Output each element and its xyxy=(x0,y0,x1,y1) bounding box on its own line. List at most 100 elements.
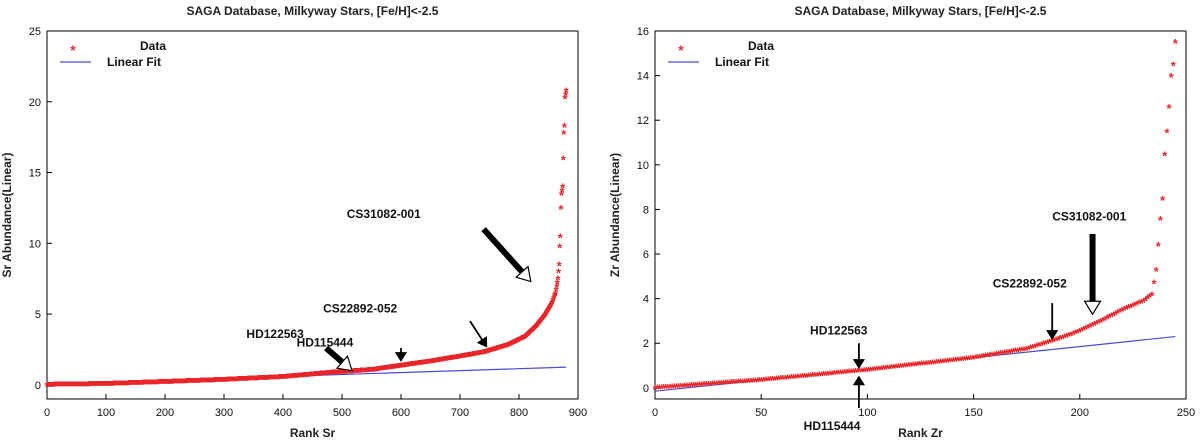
data-point: * xyxy=(921,358,927,373)
data-point: * xyxy=(189,375,195,390)
data-point: * xyxy=(56,379,62,394)
data-point: * xyxy=(483,346,489,361)
data-point: * xyxy=(564,84,570,99)
data-point: * xyxy=(322,367,328,382)
data-point: * xyxy=(562,92,568,107)
data-point: * xyxy=(770,373,776,388)
y-tick-label: 20 xyxy=(29,97,41,109)
data-point: * xyxy=(391,361,397,376)
data-point: * xyxy=(62,379,68,394)
data-point: * xyxy=(365,364,371,379)
data-point: * xyxy=(1088,320,1094,335)
data-point: * xyxy=(287,370,293,385)
data-point: * xyxy=(538,315,544,330)
data-point: * xyxy=(391,361,397,376)
data-point: * xyxy=(321,367,327,382)
data-point: * xyxy=(131,377,137,392)
data-point: * xyxy=(321,367,327,382)
data-point: * xyxy=(72,378,78,393)
data-point: * xyxy=(408,358,414,373)
data-point: * xyxy=(348,365,354,380)
data-point: * xyxy=(1058,332,1064,347)
data-point: * xyxy=(242,373,248,388)
data-point: * xyxy=(277,371,283,386)
annotation-arrow-head xyxy=(1046,330,1059,340)
data-point: * xyxy=(460,350,466,365)
data-point: * xyxy=(205,375,211,390)
data-point: * xyxy=(346,366,352,381)
data-point: * xyxy=(121,377,127,392)
data-point: * xyxy=(132,377,138,392)
data-point: * xyxy=(962,353,968,368)
data-point: * xyxy=(244,373,250,388)
data-point: * xyxy=(115,378,121,393)
annotation-arrow-head xyxy=(476,336,488,348)
data-point: * xyxy=(160,376,166,391)
data-point: * xyxy=(344,366,350,381)
data-point: * xyxy=(170,376,176,391)
data-point: * xyxy=(114,378,120,393)
data-point: * xyxy=(934,356,940,371)
data-point: * xyxy=(535,319,541,334)
data-point: * xyxy=(444,353,450,368)
data-point: * xyxy=(128,377,134,392)
data-point: * xyxy=(169,376,175,391)
data-point: * xyxy=(90,378,96,393)
data-point: * xyxy=(1169,70,1175,85)
data-point: * xyxy=(118,378,124,393)
data-point: * xyxy=(853,365,859,380)
data-point: * xyxy=(255,372,261,387)
data-point: * xyxy=(384,362,390,377)
data-point: * xyxy=(245,373,251,388)
data-point: * xyxy=(353,365,359,380)
data-point: * xyxy=(298,369,304,384)
data-point: * xyxy=(460,350,466,365)
data-point: * xyxy=(105,378,111,393)
data-point: * xyxy=(440,353,446,368)
data-point: * xyxy=(780,372,786,387)
data-point: * xyxy=(124,377,130,392)
data-point: * xyxy=(149,376,155,391)
data-point: * xyxy=(411,358,417,373)
data-point: * xyxy=(418,357,424,372)
data-point: * xyxy=(161,376,167,391)
data-point: * xyxy=(111,378,117,393)
data-point: * xyxy=(447,352,453,367)
data-point: * xyxy=(340,366,346,381)
data-point: * xyxy=(1160,193,1166,208)
data-point: * xyxy=(456,351,462,366)
data-point: * xyxy=(859,365,865,380)
data-point: * xyxy=(346,366,352,381)
data-point: * xyxy=(114,378,120,393)
x-tick-label: 250 xyxy=(1177,407,1195,419)
data-point: * xyxy=(56,379,62,394)
data-point: * xyxy=(545,304,551,319)
legend-marker-data: * xyxy=(678,42,684,58)
data-point: * xyxy=(667,381,673,396)
data-point: * xyxy=(372,364,378,379)
data-point: * xyxy=(209,374,215,389)
data-point: * xyxy=(557,240,563,255)
data-point: * xyxy=(896,360,902,375)
data-point: * xyxy=(242,373,248,388)
annotation-label: CS22892-052 xyxy=(323,302,397,316)
data-point: * xyxy=(217,374,223,389)
x-tick-label: 0 xyxy=(652,407,658,419)
data-point: * xyxy=(53,379,59,394)
data-point: * xyxy=(489,344,495,359)
data-point: * xyxy=(151,376,157,391)
data-point: * xyxy=(109,378,115,393)
data-point: * xyxy=(68,379,74,394)
data-point: * xyxy=(70,378,76,393)
data-point: * xyxy=(336,366,342,381)
data-point: * xyxy=(1077,325,1083,340)
data-point: * xyxy=(678,380,684,395)
data-point: * xyxy=(1134,298,1140,313)
data-point: * xyxy=(254,372,260,387)
data-point: * xyxy=(1124,302,1130,317)
data-point: * xyxy=(214,374,220,389)
data-point: * xyxy=(379,363,385,378)
data-point: * xyxy=(138,377,144,392)
data-point: * xyxy=(381,362,387,377)
data-point: * xyxy=(1102,313,1108,328)
